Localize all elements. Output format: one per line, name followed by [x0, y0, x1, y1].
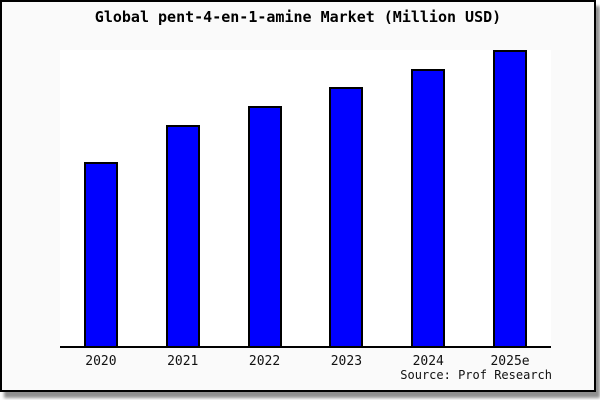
x-tick-label-2022: 2022: [248, 354, 281, 369]
bar-slot: [60, 50, 142, 346]
x-tick-label-2021: 2021: [167, 354, 199, 369]
bar-2025e: [493, 50, 528, 346]
source-credit: Source: Prof Research: [400, 368, 552, 382]
plot-area: [60, 50, 551, 348]
chart-frame: Global pent-4-en-1-amine Market (Million…: [0, 0, 596, 392]
bar-slot: [224, 50, 306, 346]
x-tick-label-2020: 2020: [85, 354, 117, 369]
bar-slot: [305, 50, 387, 346]
bar-2021: [165, 125, 200, 346]
x-tick-label-2023: 2023: [330, 354, 363, 369]
bar-slot: [387, 50, 469, 346]
x-tick-label-2024: 2024: [412, 354, 444, 369]
bar-2024: [411, 69, 446, 346]
bar-2020: [83, 162, 118, 346]
bar-slot: [142, 50, 224, 346]
x-axis: 2020 2021 2022 2023 2024 2025e: [60, 354, 551, 369]
chart-title: Global pent-4-en-1-amine Market (Million…: [94, 8, 502, 26]
bar-2023: [329, 87, 364, 346]
bar-slot: [469, 50, 551, 346]
bar-2022: [247, 106, 282, 346]
x-tick-label-2025e: 2025e: [490, 354, 530, 369]
